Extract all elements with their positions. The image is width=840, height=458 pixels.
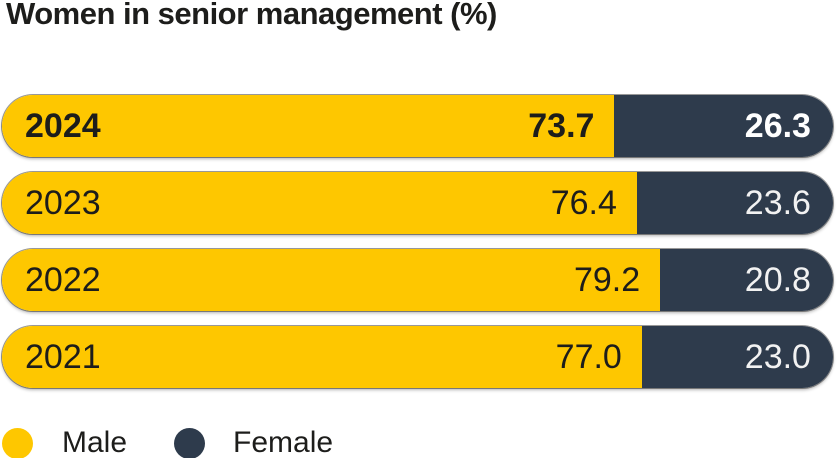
bar-female-value: 26.3 <box>744 106 811 145</box>
bar-segment-female-2022: 20.8 <box>660 249 833 311</box>
bar-row-2022: 2022 79.2 20.8 <box>2 249 833 311</box>
legend-male-label: Male <box>62 426 128 458</box>
bar-year-label: 2024 <box>25 106 101 145</box>
bar-row-2024: 2024 73.7 26.3 <box>2 95 833 157</box>
bar-segment-female-2023: 23.6 <box>636 172 833 234</box>
bar-year-label: 2023 <box>25 183 101 222</box>
bar-segment-female-2024: 26.3 <box>614 95 833 157</box>
bar-segment-male-2021: 2021 77.0 <box>2 326 642 388</box>
bar-segment-male-2022: 2022 79.2 <box>2 249 661 311</box>
bar-male-value: 79.2 <box>573 260 641 299</box>
bar-row-2021: 2021 77.0 23.0 <box>2 326 833 388</box>
legend-female-dot-icon <box>174 427 206 458</box>
bar-segment-male-2023: 2023 76.4 <box>2 172 637 234</box>
bar-female-value: 23.0 <box>744 337 811 376</box>
legend: Male Female <box>2 426 333 458</box>
bar-female-value: 20.8 <box>744 260 811 299</box>
bar-year-label: 2022 <box>25 260 101 299</box>
bar-chart: 2024 73.7 26.3 2023 76.4 23.6 2022 79.2 … <box>2 95 833 403</box>
legend-male-dot-icon <box>2 427 33 458</box>
bar-year-label: 2021 <box>25 337 101 376</box>
bar-male-value: 73.7 <box>528 106 595 145</box>
bar-segment-male-2024: 2024 73.7 <box>2 95 615 157</box>
bar-female-value: 23.6 <box>744 183 811 222</box>
bar-male-value: 76.4 <box>550 183 617 222</box>
legend-female-label: Female <box>233 426 334 458</box>
bar-row-2023: 2023 76.4 23.6 <box>2 172 833 234</box>
bar-segment-female-2021: 23.0 <box>641 326 833 388</box>
chart-title: Women in senior management (%) <box>6 0 497 31</box>
bar-male-value: 77.0 <box>555 337 622 376</box>
